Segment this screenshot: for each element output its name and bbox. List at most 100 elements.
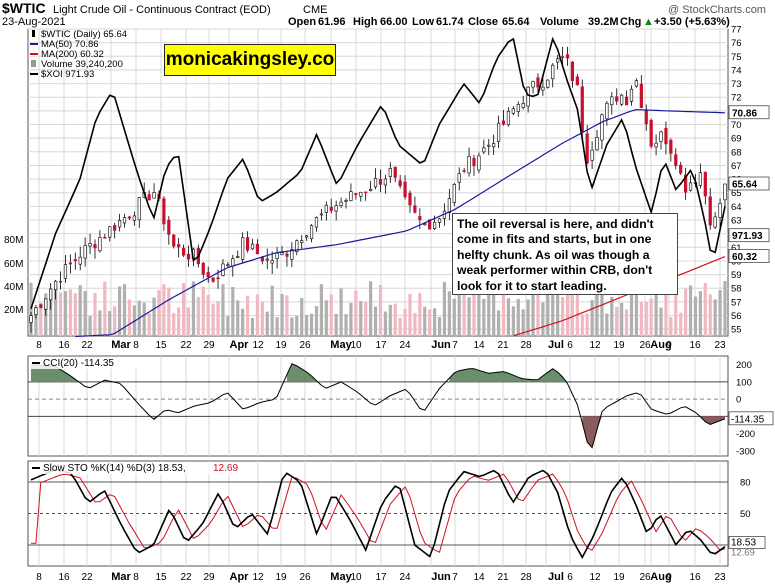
candle-body (462, 170, 466, 172)
x-tick-label-bottom: 15 (155, 572, 167, 583)
volume-bar (605, 313, 609, 336)
volume-bar (157, 290, 161, 336)
candle-body (245, 237, 250, 251)
axes: 8816162222MarMar88151522222929AprApr1212… (4, 25, 742, 584)
candle-body (280, 252, 284, 256)
volume-bar (373, 306, 378, 336)
volume-bar (162, 284, 166, 336)
volume-bar (88, 316, 92, 336)
cci-y-label: 100 (736, 377, 752, 388)
x-tick-label: 17 (375, 340, 387, 351)
x-tick-label: 24 (399, 340, 411, 351)
candle-body (423, 223, 427, 226)
x-tick-label-bottom: 19 (613, 572, 625, 583)
volume-bar (236, 300, 240, 336)
volume-bar (117, 286, 122, 336)
candle-body (177, 244, 181, 248)
candle-body (275, 252, 279, 259)
volume-bar (54, 284, 58, 336)
candle-body (620, 94, 624, 105)
candle-body (452, 184, 456, 203)
volume-bar (300, 297, 304, 336)
candle-body (285, 253, 289, 257)
sto-d-label: 12.69 (213, 463, 238, 474)
candle-body (521, 103, 525, 108)
candle-body (369, 189, 373, 191)
volume-bar (191, 281, 196, 336)
volume-bar (708, 294, 712, 336)
ma200-tag: 60.32 (732, 252, 757, 263)
high-label: High (353, 16, 378, 28)
candle-body (457, 173, 461, 183)
volume-bar (433, 308, 437, 336)
volume-bar (196, 296, 200, 336)
candle-body (255, 243, 260, 255)
candle-body (472, 158, 476, 167)
candle-body (413, 205, 417, 213)
cci-fill-positive (31, 363, 568, 382)
ma50-tag-bg (728, 105, 770, 120)
x-tick-label-bottom: Jun (431, 571, 451, 583)
x-tick-label: 21 (497, 340, 509, 351)
x-tick-label: 15 (155, 340, 167, 351)
ma200-tag-bg (728, 249, 770, 263)
candle-body (265, 258, 269, 261)
volume-bar (34, 307, 38, 336)
x-tick-label: 26 (639, 340, 651, 351)
volume-bar (378, 285, 383, 336)
annotation-note: The oil reversal is here, and didn't com… (452, 213, 678, 295)
high-value: 66.00 (380, 16, 408, 28)
volume-bar (570, 274, 575, 336)
volume-bar (344, 314, 348, 336)
x-tick-label: May (330, 339, 352, 351)
x-tick-label-bottom: 23 (714, 572, 726, 583)
candle-body (29, 315, 33, 323)
candle-body (206, 272, 210, 278)
candle-body (344, 199, 348, 202)
xoi-line (30, 36, 726, 309)
candle-body (688, 182, 693, 191)
x-tick-label-bottom: 6 (567, 572, 573, 583)
volume-bar (295, 315, 299, 336)
x-tick-label-bottom: 12 (252, 572, 264, 583)
volume-axis-label: 80M (4, 235, 23, 246)
candle-body (162, 198, 166, 225)
x-tick-label-bottom: Jul (548, 571, 564, 583)
candle-body (383, 178, 387, 186)
volume-bar (275, 317, 279, 336)
candle-body (570, 61, 575, 82)
volume-bar (462, 292, 466, 336)
volume-bar (639, 302, 643, 336)
candle-body (487, 144, 491, 147)
volume-bar (590, 300, 594, 336)
candle-body (339, 201, 343, 206)
x-tick-label: Aug (650, 339, 671, 351)
volume-bar (142, 302, 146, 336)
x-tick-label: Apr (230, 339, 250, 351)
candle-body (241, 237, 245, 260)
volume-bar (595, 290, 599, 336)
candle-body (496, 122, 501, 142)
volume-bar (560, 296, 565, 336)
volume-bar (501, 294, 506, 336)
candle-body (211, 277, 215, 282)
price-y-label: 70 (731, 120, 742, 131)
candle-body (531, 81, 535, 88)
volume-bar (39, 302, 43, 336)
volume-bar (506, 298, 511, 336)
candle-body (58, 280, 63, 283)
volume-bar (482, 298, 486, 336)
candle-body (147, 194, 151, 201)
open-label: Open (288, 16, 316, 28)
volume-bar (359, 301, 363, 336)
candle-body (684, 174, 688, 193)
volume-bar (305, 314, 309, 336)
volume-bar (624, 309, 629, 336)
candle-body (492, 143, 496, 148)
brand-watermark: monicakingsley.co (164, 44, 336, 76)
x-tick-label-bottom: 26 (299, 572, 311, 583)
volume-bar (659, 307, 663, 336)
cci-last-tag: -114.35 (731, 414, 765, 425)
candle-body (329, 206, 333, 211)
